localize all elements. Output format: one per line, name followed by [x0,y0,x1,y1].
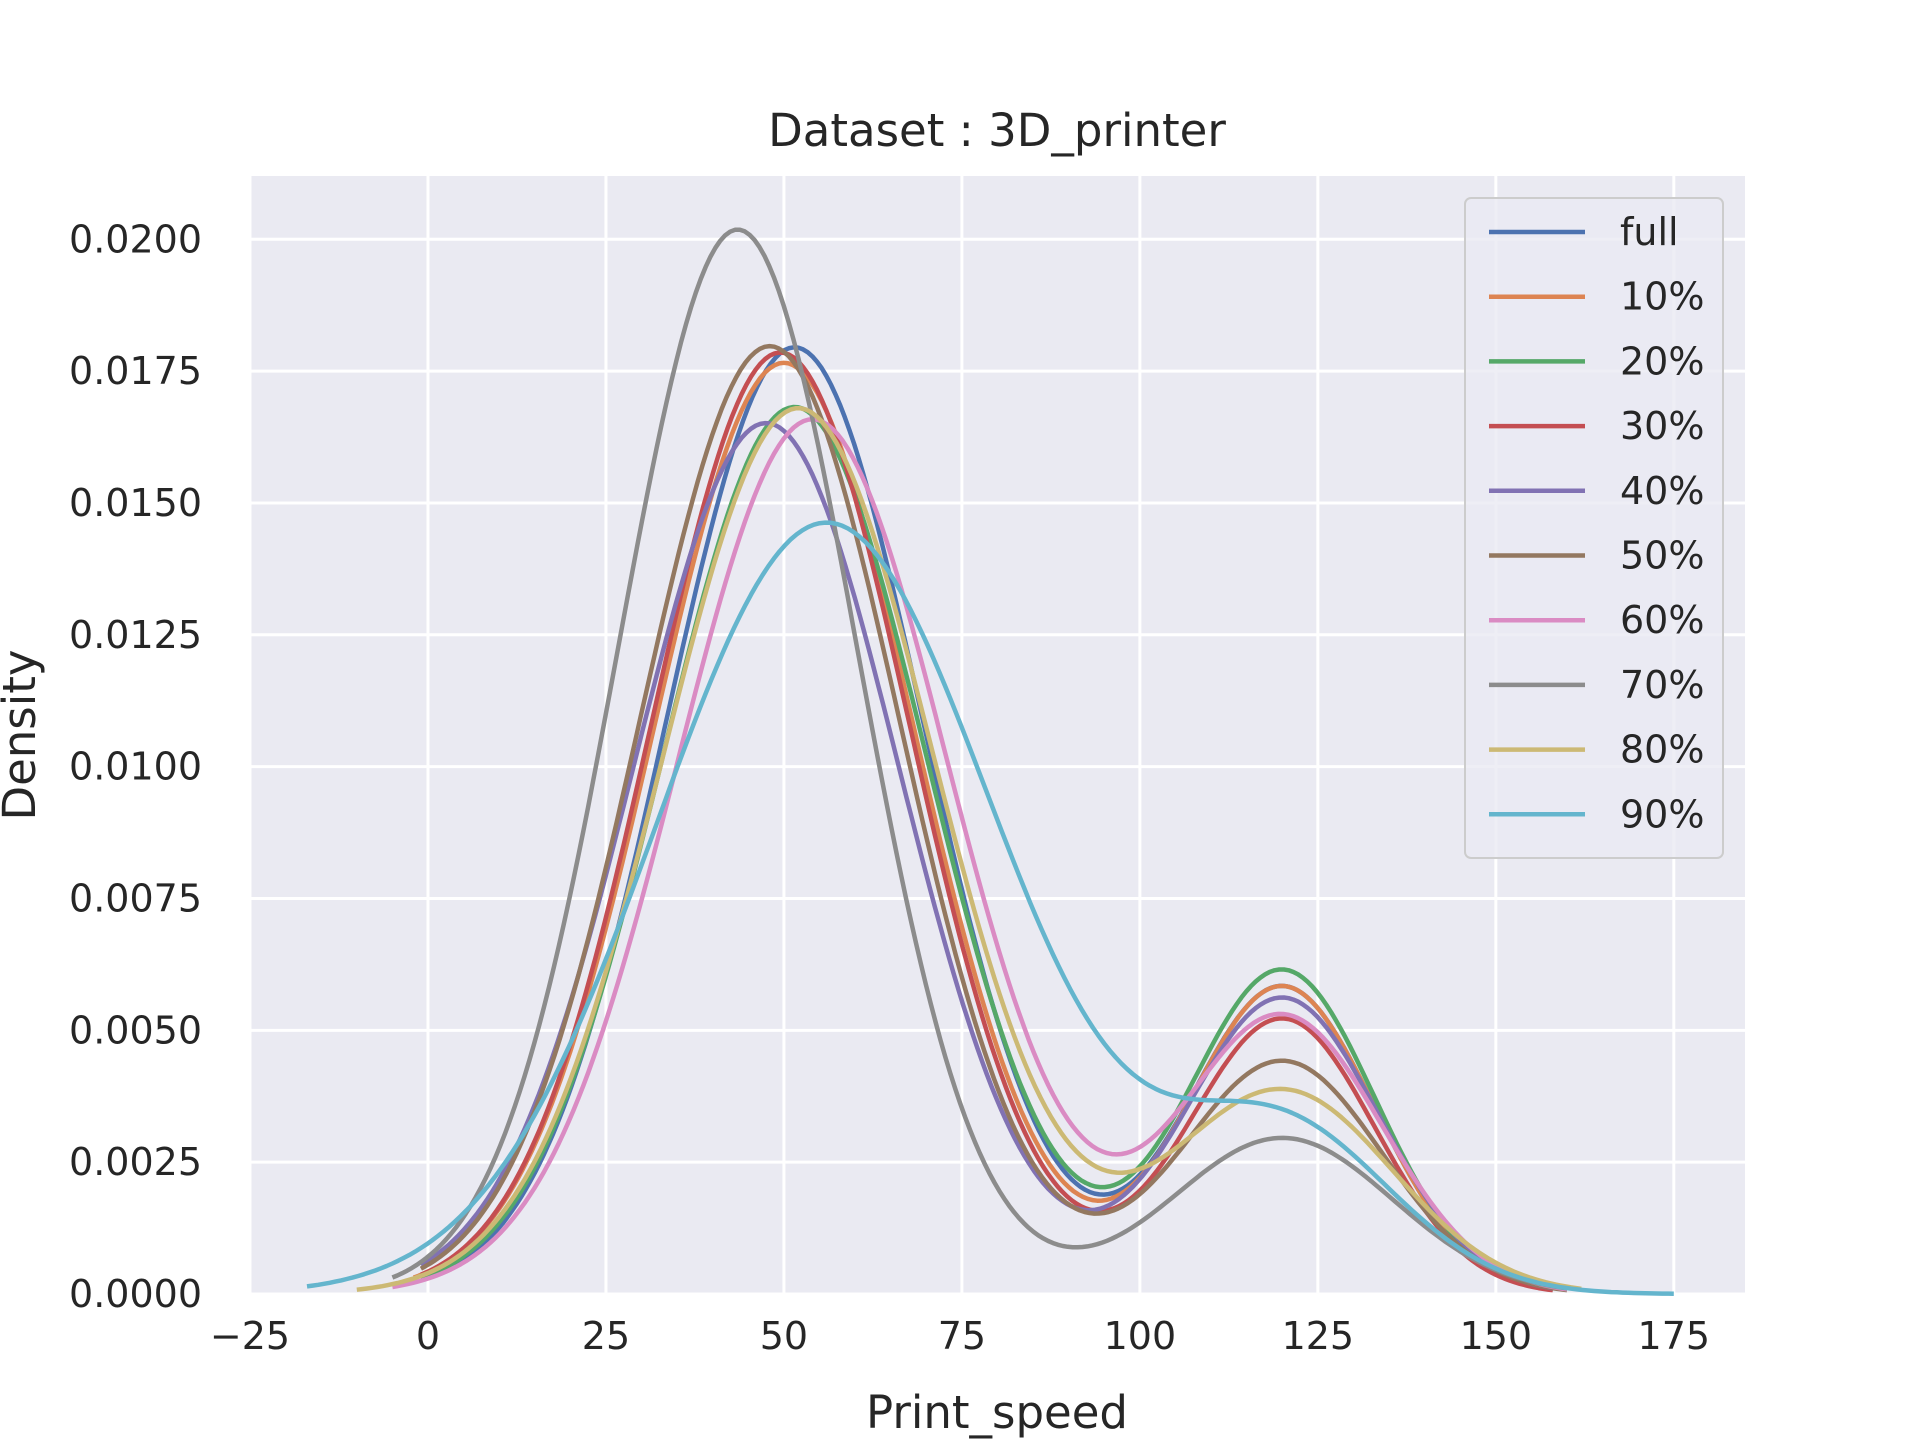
legend-label: full [1620,210,1679,254]
series-line-7 [391,227,1568,1291]
y-axis-ticks: 0.0000 0.0025 0.0050 0.0075 0.0100 0.0125 0.01… [69,217,202,1316]
series-line-6 [391,417,1568,1292]
series-line-3 [419,350,1554,1293]
x-tick-label: 175 [1638,1314,1711,1358]
legend-label: 10% [1620,275,1704,319]
legend-label: 30% [1620,404,1704,448]
y-tick-label: 0.0150 [69,481,202,525]
series-line-9 [306,520,1674,1296]
x-tick-label: 50 [760,1314,808,1358]
legend-item[interactable]: 80% [1489,728,1704,772]
legend-item[interactable]: 70% [1489,663,1704,707]
legend-label: 90% [1620,792,1704,836]
legend-item[interactable]: 90% [1489,792,1704,836]
y-axis-label: Density [0,649,46,820]
legend-label: 60% [1620,598,1704,642]
legend-item[interactable]: 30% [1489,404,1704,448]
x-tick-label: −25 [210,1314,290,1358]
x-tick-label: 125 [1282,1314,1355,1358]
legend-label: 20% [1620,339,1704,383]
y-tick-label: 0.0100 [69,745,202,789]
x-tick-label: 0 [416,1314,440,1358]
y-tick-label: 0.0025 [69,1140,202,1184]
chart-title: Dataset : 3D_printer [768,104,1226,157]
legend-item[interactable]: 10% [1489,275,1704,319]
y-tick-label: 0.0075 [69,876,202,920]
legend-label: 40% [1620,469,1704,513]
x-tick-label: 75 [938,1314,986,1358]
y-tick-label: 0.0000 [69,1272,202,1316]
y-tick-label: 0.0125 [69,613,202,657]
density-curves [306,227,1674,1296]
x-tick-label: 150 [1460,1314,1533,1358]
legend-label: 80% [1620,728,1704,772]
legend-label: 50% [1620,534,1704,578]
legend-item[interactable]: 60% [1489,598,1704,642]
legend-item[interactable]: full [1489,210,1679,254]
x-tick-label: 100 [1104,1314,1177,1358]
series-line-5 [419,343,1568,1293]
legend-item[interactable]: 20% [1489,339,1704,383]
y-tick-label: 0.0200 [69,217,202,261]
x-axis-label: Print_speed [866,1386,1128,1439]
x-axis-ticks: −25 0 25 50 75 100 125 150 175 [210,1314,1710,1358]
legend[interactable]: full 10% 20% 30% 40% 50% 60% 70% 80% 90% [1464,197,1724,859]
legend-label: 70% [1620,663,1704,707]
series-line-8 [356,406,1582,1292]
legend-item[interactable]: 40% [1489,469,1704,513]
x-tick-label: 25 [582,1314,630,1358]
legend-item[interactable]: 50% [1489,534,1704,578]
y-tick-label: 0.0050 [69,1008,202,1052]
y-tick-label: 0.0175 [69,349,202,393]
